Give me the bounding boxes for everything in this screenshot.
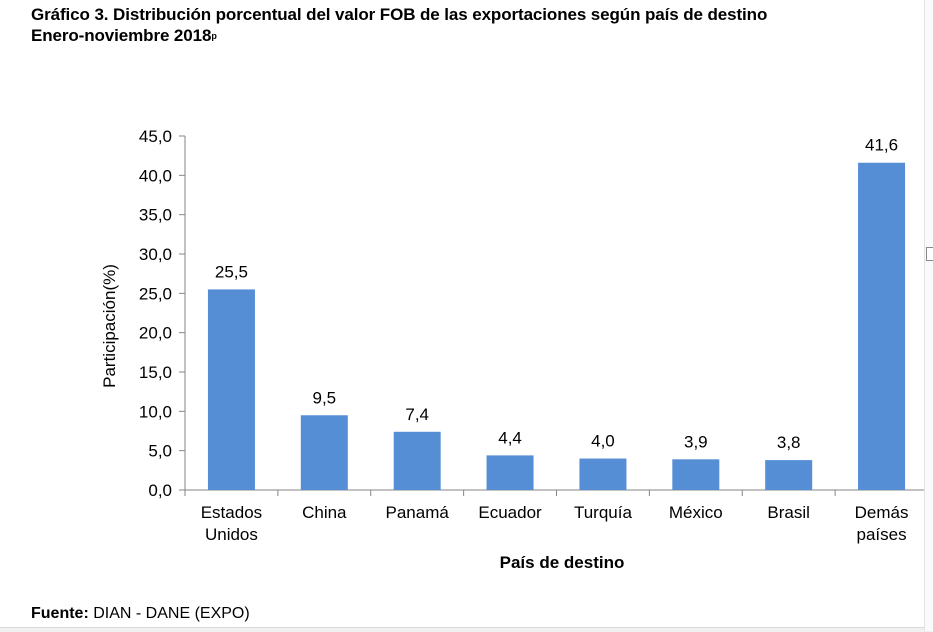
x-tick-label: Brasil xyxy=(767,503,810,522)
x-tick-label-line: Demás xyxy=(855,503,909,522)
data-label: 4,4 xyxy=(498,428,522,447)
data-label: 3,8 xyxy=(777,433,801,452)
x-tick-label-line: China xyxy=(302,503,347,522)
x-tick-label-line: Turquía xyxy=(574,503,633,522)
x-tick-label-line: México xyxy=(669,503,723,522)
bar xyxy=(579,458,627,490)
x-tick-label-line: Estados xyxy=(201,503,262,522)
data-labels: 25,5 9,5 7,4 4,4 4,0 3,9 3,8 41,6 xyxy=(215,136,898,452)
source-label: Fuente: xyxy=(31,605,89,622)
title-line-1: Gráfico 3. Distribución porcentual del v… xyxy=(31,5,768,24)
page-bottom-edge xyxy=(0,627,933,632)
bar xyxy=(207,289,255,490)
data-label: 9,5 xyxy=(312,388,336,407)
title-superscript: p xyxy=(211,31,217,41)
x-tick-label-line: Unidos xyxy=(205,525,258,544)
bar xyxy=(765,460,813,490)
y-axis: 0,0 5,0 10,0 15,0 20,0 25,0 30,0 35,0 40,0 45,0 xyxy=(139,127,186,500)
y-tick-label: 25,0 xyxy=(139,284,172,303)
x-tick-label-line: Ecuador xyxy=(478,503,542,522)
y-tick-label: 45,0 xyxy=(139,127,172,146)
bar xyxy=(393,431,441,490)
x-tick-label: Turquía xyxy=(574,503,633,522)
data-label: 4,0 xyxy=(591,432,615,451)
source-note: Fuente: DIAN - DANE (EXPO) xyxy=(31,605,250,623)
y-tick-label: 5,0 xyxy=(148,442,172,461)
data-label: 41,6 xyxy=(865,136,898,155)
x-axis-title: País de destino xyxy=(500,553,625,572)
y-tick-label: 10,0 xyxy=(139,402,172,421)
y-tick-label: 30,0 xyxy=(139,245,172,264)
bar xyxy=(300,415,348,490)
y-tick-label: 40,0 xyxy=(139,166,172,185)
chart-title: Gráfico 3. Distribución porcentual del v… xyxy=(31,4,767,46)
y-tick-label: 15,0 xyxy=(139,363,172,382)
y-tick-label: 35,0 xyxy=(139,206,172,225)
source-value: DIAN - DANE (EXPO) xyxy=(93,605,250,622)
title-period: Enero-noviembre 2018 xyxy=(31,26,212,45)
x-tick-label: México xyxy=(669,503,723,522)
y-tick-label: 0,0 xyxy=(148,481,172,500)
x-tick-label: Ecuador xyxy=(478,503,542,522)
x-tick-label-line: Panamá xyxy=(386,503,450,522)
y-tick-label: 20,0 xyxy=(139,324,172,343)
bar xyxy=(486,455,534,490)
x-tick-label: China xyxy=(302,503,347,522)
data-label: 25,5 xyxy=(215,262,248,281)
data-label: 3,9 xyxy=(684,432,708,451)
bars xyxy=(207,162,906,490)
data-label: 7,4 xyxy=(405,405,429,424)
y-axis-title: Participación(%) xyxy=(100,264,119,388)
x-axis: Estados Unidos China Panamá Ecuador Turquía Mé… xyxy=(184,489,929,544)
resize-handle[interactable] xyxy=(926,247,933,261)
title-line-2: Enero-noviembre 2018p xyxy=(31,25,767,46)
scrollbar[interactable] xyxy=(924,0,933,631)
x-tick-label: Estados Unidos xyxy=(201,503,262,544)
x-tick-label: Panamá xyxy=(386,503,450,522)
bar xyxy=(858,162,906,490)
bar xyxy=(672,459,720,490)
x-tick-label-line: países xyxy=(857,525,907,544)
x-tick-label: Demás países xyxy=(855,503,909,544)
x-tick-label-line: Brasil xyxy=(767,503,810,522)
